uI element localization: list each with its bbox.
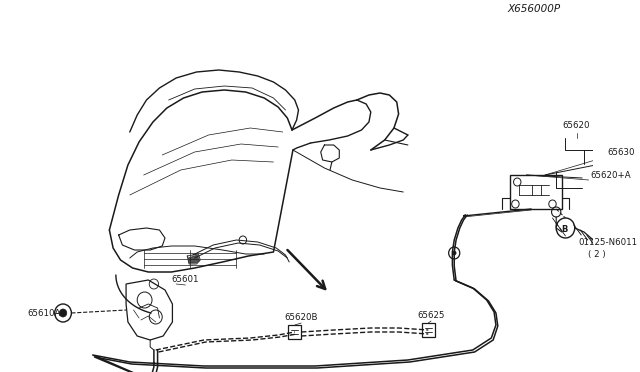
Polygon shape (188, 255, 199, 263)
Text: B: B (561, 224, 568, 234)
Circle shape (60, 309, 67, 317)
Text: 65620+A: 65620+A (591, 170, 631, 180)
Text: 65625: 65625 (417, 311, 445, 321)
Text: ( 2 ): ( 2 ) (588, 250, 605, 260)
Text: 65601: 65601 (172, 276, 199, 285)
Text: X656000P: X656000P (508, 4, 561, 14)
Text: 65620: 65620 (563, 121, 590, 129)
Text: 01125-N6011: 01125-N6011 (579, 237, 637, 247)
Text: 65630: 65630 (607, 148, 635, 157)
Text: 65620B: 65620B (285, 314, 318, 323)
Circle shape (452, 251, 456, 255)
Text: 65610A: 65610A (28, 308, 61, 317)
